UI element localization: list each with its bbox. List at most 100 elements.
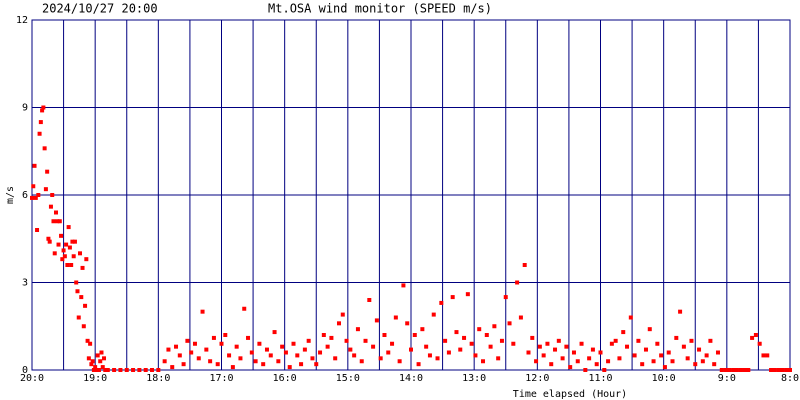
point	[492, 324, 497, 329]
point	[79, 295, 84, 300]
point	[51, 219, 56, 224]
point	[367, 298, 372, 302]
point	[299, 362, 304, 367]
point	[484, 333, 489, 337]
point	[734, 368, 739, 372]
point	[91, 368, 96, 372]
point	[526, 350, 531, 355]
point	[174, 344, 179, 349]
point	[401, 283, 406, 288]
point	[753, 333, 758, 337]
point	[32, 163, 37, 168]
point	[499, 338, 504, 343]
point	[674, 335, 679, 340]
point	[56, 242, 61, 247]
point	[131, 368, 136, 372]
point	[78, 251, 83, 256]
point	[306, 338, 311, 343]
point	[55, 219, 60, 224]
point	[568, 365, 573, 370]
point	[689, 338, 694, 343]
point	[124, 368, 129, 372]
point	[731, 368, 736, 372]
point	[579, 341, 584, 346]
point	[261, 362, 266, 367]
point	[325, 344, 330, 349]
point	[647, 327, 652, 332]
point	[95, 353, 100, 358]
point	[393, 315, 398, 320]
x-axis-label: Time elapsed (Hour)	[513, 389, 627, 400]
point	[374, 318, 379, 323]
point	[45, 169, 50, 174]
point	[651, 359, 656, 364]
point	[71, 254, 76, 259]
point	[685, 356, 690, 361]
point	[99, 350, 104, 355]
point	[530, 335, 535, 340]
point	[280, 344, 285, 349]
point	[302, 347, 307, 352]
point	[662, 365, 667, 370]
point	[435, 356, 440, 361]
point	[242, 306, 247, 311]
point	[102, 356, 107, 361]
point	[636, 338, 641, 343]
point	[200, 309, 205, 314]
point	[719, 368, 724, 372]
x-tick-label: 13:0	[462, 373, 486, 384]
point	[276, 359, 281, 364]
point	[185, 338, 190, 343]
point	[678, 309, 683, 314]
point	[196, 356, 201, 361]
point	[772, 368, 777, 372]
point	[118, 368, 123, 372]
point	[439, 300, 444, 305]
point	[264, 347, 269, 352]
point	[776, 368, 781, 372]
point	[98, 359, 103, 364]
point	[90, 359, 95, 364]
point	[549, 362, 554, 367]
point	[62, 254, 67, 259]
point	[507, 321, 512, 326]
point	[336, 321, 341, 326]
point	[712, 362, 717, 367]
point	[617, 356, 622, 361]
point	[268, 353, 273, 358]
point	[181, 362, 186, 367]
point	[625, 344, 630, 349]
y-tick-label: 9	[22, 103, 28, 114]
point	[84, 257, 89, 262]
x-tick-label: 8:0	[781, 373, 799, 384]
point	[64, 242, 69, 247]
point	[643, 347, 648, 352]
point	[103, 368, 108, 372]
point	[488, 344, 493, 349]
point	[208, 359, 213, 364]
point	[249, 350, 254, 355]
point	[424, 344, 429, 349]
point	[38, 120, 43, 125]
point	[359, 359, 364, 364]
header-date: 2024/10/27 20:00	[42, 2, 158, 16]
point	[496, 356, 501, 361]
point	[765, 353, 770, 358]
point	[74, 280, 79, 285]
point	[37, 131, 42, 136]
point	[575, 359, 580, 364]
point	[219, 341, 224, 346]
point	[697, 347, 702, 352]
point	[162, 359, 167, 364]
point	[246, 335, 251, 340]
point	[227, 353, 232, 358]
point	[715, 350, 720, 355]
point	[522, 263, 527, 267]
point	[640, 362, 645, 367]
point	[192, 341, 197, 346]
point	[143, 368, 148, 372]
point	[704, 353, 709, 358]
point	[150, 368, 155, 372]
y-axis-label: m/s	[5, 186, 16, 204]
point	[450, 295, 455, 300]
